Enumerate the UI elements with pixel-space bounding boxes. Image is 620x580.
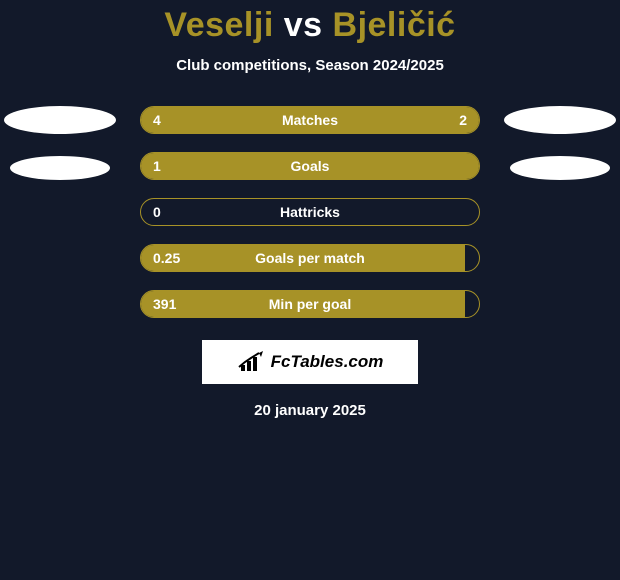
chart-icon: [237, 351, 265, 373]
date-label: 20 january 2025: [0, 402, 620, 419]
bar-label: Hattricks: [141, 199, 479, 225]
comparison-chart: 42Matches 1Goals 0Hattricks 0.25Goals per m…: [0, 106, 620, 318]
bar-row: 0.25Goals per match: [140, 244, 480, 272]
bar-label: Min per goal: [141, 291, 479, 317]
bar-row: 42Matches: [140, 106, 480, 134]
player-left-shape-1: [4, 106, 116, 134]
page-title: Veselji vs Bjeličić: [0, 0, 620, 45]
player-right-shape-2: [510, 156, 610, 180]
subtitle: Club competitions, Season 2024/2025: [0, 57, 620, 74]
bar-row: 1Goals: [140, 152, 480, 180]
bar-row: 0Hattricks: [140, 198, 480, 226]
bar-label: Goals per match: [141, 245, 479, 271]
bar-label: Matches: [141, 107, 479, 133]
logo-box: FcTables.com: [202, 340, 418, 384]
title-player1: Veselji: [164, 6, 273, 44]
player-right-col: [500, 106, 620, 180]
bar-label: Goals: [141, 153, 479, 179]
bars-container: 42Matches 1Goals 0Hattricks 0.25Goals per m…: [140, 106, 480, 318]
player-right-shape-1: [504, 106, 616, 134]
title-player2: Bjeličić: [333, 6, 456, 44]
title-vs: vs: [284, 6, 323, 44]
player-left-col: [0, 106, 120, 180]
logo-text: FcTables.com: [271, 352, 384, 372]
bar-row: 391Min per goal: [140, 290, 480, 318]
player-left-shape-2: [10, 156, 110, 180]
